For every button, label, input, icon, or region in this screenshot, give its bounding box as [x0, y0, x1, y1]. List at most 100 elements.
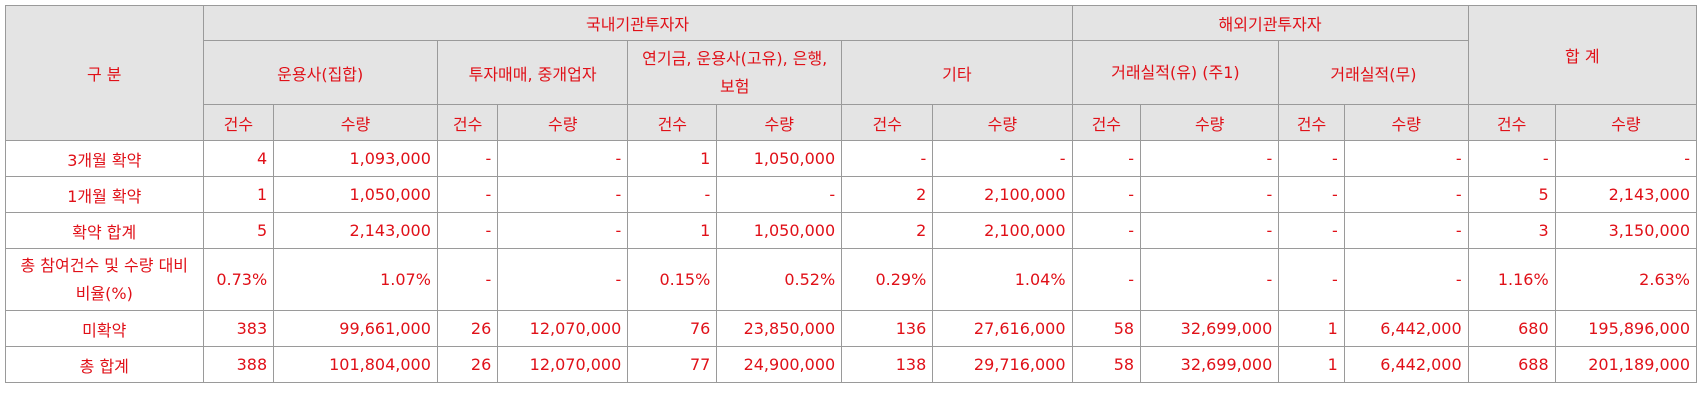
quantity-cell: - — [1343, 212, 1469, 249]
count-cell: 383 — [202, 310, 275, 347]
count-cell: 5 — [202, 212, 275, 249]
quantity-cell: 32,699,000 — [1140, 310, 1280, 347]
quantity-cell: - — [932, 140, 1073, 177]
table-row: 1개월 확약 1 1,050,000- - - -2 2,100,000- - - -5 2,143… — [5, 176, 1698, 213]
quantity-cell: 12,070,000 — [497, 346, 629, 383]
quantity-cell: 6,442,000 — [1343, 310, 1469, 347]
count-cell: - — [1071, 140, 1142, 177]
header-count: 건수 — [627, 104, 718, 141]
count-cell: - — [436, 176, 499, 213]
header-count: 건수 — [1278, 104, 1345, 141]
quantity-cell: 27,616,000 — [932, 310, 1073, 347]
header-group-asset-manager-collective: 운용사(집합) — [202, 40, 438, 105]
count-cell: 138 — [841, 346, 934, 383]
quantity-cell: 3,150,000 — [1554, 212, 1698, 249]
quantity-cell: 23,850,000 — [716, 310, 843, 347]
quantity-cell: 24,900,000 — [716, 346, 843, 383]
quantity-cell: 6,442,000 — [1343, 346, 1469, 383]
count-cell: - — [436, 248, 499, 311]
header-quantity: 수량 — [273, 104, 438, 141]
quantity-cell: 1,050,000 — [716, 212, 843, 249]
quantity-cell: 2,100,000 — [932, 176, 1073, 213]
count-cell: 388 — [202, 346, 275, 383]
header-group-with-track-record: 거래실적(유) (주1) — [1071, 40, 1280, 105]
count-cell: - — [841, 140, 934, 177]
count-cell: 76 — [627, 310, 718, 347]
quantity-cell: 29,716,000 — [932, 346, 1073, 383]
count-cell: 1 — [1278, 310, 1345, 347]
header-domestic: 국내기관투자자 — [202, 5, 1073, 41]
header-quantity: 수량 — [1140, 104, 1280, 141]
quantity-cell: 99,661,000 — [273, 310, 438, 347]
count-cell: 5 — [1467, 176, 1556, 213]
count-cell: - — [627, 176, 718, 213]
row-label: 확약 합계 — [5, 212, 204, 249]
quantity-cell: 1,050,000 — [273, 176, 438, 213]
header-count: 건수 — [841, 104, 934, 141]
quantity-cell: 1,093,000 — [273, 140, 438, 177]
header-count: 건수 — [1071, 104, 1142, 141]
count-cell: 1 — [627, 212, 718, 249]
header-foreign: 해외기관투자자 — [1071, 5, 1469, 41]
quantity-cell: - — [1140, 176, 1280, 213]
count-cell: 77 — [627, 346, 718, 383]
count-cell: 1 — [1278, 346, 1345, 383]
count-cell: 680 — [1467, 310, 1556, 347]
quantity-cell: 1.04% — [932, 248, 1073, 311]
header-total: 합 계 — [1467, 5, 1698, 105]
header-quantity: 수량 — [1554, 104, 1698, 141]
quantity-cell: - — [1140, 248, 1280, 311]
quantity-cell: 195,896,000 — [1554, 310, 1698, 347]
header-quantity: 수량 — [1343, 104, 1469, 141]
count-cell: 1 — [627, 140, 718, 177]
header-count: 건수 — [202, 104, 275, 141]
count-cell: - — [1278, 248, 1345, 311]
count-cell: - — [1071, 212, 1142, 249]
count-cell: 26 — [436, 310, 499, 347]
header-quantity: 수량 — [497, 104, 629, 141]
count-cell: 0.29% — [841, 248, 934, 311]
quantity-cell: 101,804,000 — [273, 346, 438, 383]
row-label: 총 참여건수 및 수량 대비 비율(%) — [5, 248, 204, 311]
count-cell: - — [436, 212, 499, 249]
quantity-cell: - — [497, 248, 629, 311]
quantity-cell: 1.07% — [273, 248, 438, 311]
count-cell: - — [1071, 248, 1142, 311]
count-cell: 58 — [1071, 310, 1142, 347]
lockup-commitment-table: 구 분 국내기관투자자 해외기관투자자 합 계 운용사(집합) 투자매매, 중개… — [5, 5, 1698, 383]
count-cell: - — [1071, 176, 1142, 213]
quantity-cell: - — [1343, 176, 1469, 213]
count-cell: - — [1278, 176, 1345, 213]
count-cell: 0.15% — [627, 248, 718, 311]
count-cell: 1 — [202, 176, 275, 213]
count-cell: - — [436, 140, 499, 177]
quantity-cell: 2,143,000 — [273, 212, 438, 249]
header-group-others: 기타 — [841, 40, 1073, 105]
quantity-cell: - — [1140, 140, 1280, 177]
table-row: 미확약 383 99,661,000 26 12,070,000 76 23,850,000… — [5, 310, 1698, 347]
header-group-pension-bank-insurance: 연기금, 운용사(고유), 은행, 보험 — [627, 40, 843, 105]
count-cell: 688 — [1467, 346, 1556, 383]
table-row: 총 참여건수 및 수량 대비 비율(%) 0.73% 1.07% - -0.15% 0.5… — [5, 248, 1698, 311]
count-cell: 2 — [841, 212, 934, 249]
header-category: 구 분 — [5, 5, 204, 141]
table-row: 확약 합계 5 2,143,000- -1 1,050,000 2 2,100,000- - -… — [5, 212, 1698, 249]
count-cell: 3 — [1467, 212, 1556, 249]
quantity-cell: - — [716, 176, 843, 213]
header-group-no-track-record: 거래실적(무) — [1278, 40, 1469, 105]
row-label: 미확약 — [5, 310, 204, 347]
count-cell: 1.16% — [1467, 248, 1556, 311]
header-quantity: 수량 — [716, 104, 843, 141]
row-label: 1개월 확약 — [5, 176, 204, 213]
count-cell: 136 — [841, 310, 934, 347]
count-cell: - — [1467, 140, 1556, 177]
quantity-cell: - — [1554, 140, 1698, 177]
count-cell: 0.73% — [202, 248, 275, 311]
quantity-cell: - — [1343, 248, 1469, 311]
quantity-cell: 2.63% — [1554, 248, 1698, 311]
count-cell: 4 — [202, 140, 275, 177]
table-row: 총 합계 388 101,804,000 26 12,070,000 77 24,900,0… — [5, 346, 1698, 383]
header-count: 건수 — [436, 104, 499, 141]
quantity-cell: 1,050,000 — [716, 140, 843, 177]
header-quantity: 수량 — [932, 104, 1073, 141]
